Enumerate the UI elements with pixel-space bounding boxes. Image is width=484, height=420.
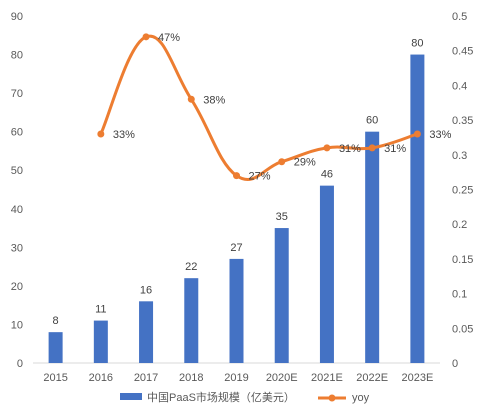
yoy-data-label: 29% bbox=[294, 157, 316, 169]
left-y-axis: 0 10 20 30 40 50 60 70 80 90 bbox=[11, 11, 23, 370]
x-axis-tick-label: 2019 bbox=[224, 372, 248, 384]
bar-data-label: 80 bbox=[411, 38, 423, 50]
bar-data-label: 8 bbox=[53, 315, 59, 327]
yoy-data-label: 38% bbox=[203, 94, 225, 106]
bar-data-label: 60 bbox=[366, 115, 378, 127]
bar bbox=[139, 301, 154, 363]
x-axis-tick-label: 2021E bbox=[311, 372, 343, 384]
x-axis-tick-label: 2020E bbox=[266, 372, 298, 384]
right-axis-tick-label: 0.3 bbox=[452, 150, 467, 162]
yoy-data-label: 31% bbox=[384, 143, 406, 155]
legend: 中国PaaS市场规模（亿美元） yoy bbox=[120, 390, 370, 404]
bar-series bbox=[48, 54, 425, 364]
right-axis-tick-label: 0.1 bbox=[452, 289, 467, 301]
bar-data-label: 16 bbox=[140, 284, 152, 296]
yoy-point bbox=[413, 130, 421, 138]
left-axis-tick-label: 50 bbox=[11, 165, 23, 177]
left-axis-tick-label: 80 bbox=[11, 50, 23, 62]
right-axis-tick-label: 0.5 bbox=[452, 11, 467, 23]
right-axis-tick-label: 0.05 bbox=[452, 323, 473, 335]
yoy-point bbox=[233, 172, 240, 180]
left-axis-tick-label: 90 bbox=[11, 11, 23, 23]
bar-data-label: 35 bbox=[276, 211, 288, 223]
bar bbox=[93, 320, 108, 363]
yoy-data-label: 47% bbox=[158, 32, 180, 44]
yoy-point bbox=[323, 144, 331, 152]
right-y-axis: 0 0.05 0.1 0.15 0.2 0.25 0.3 0.35 0.4 0.45 0.5 bbox=[452, 11, 473, 370]
left-axis-tick-label: 20 bbox=[11, 281, 23, 293]
legend-swatch-marker bbox=[328, 394, 336, 402]
right-axis-tick-label: 0.25 bbox=[452, 185, 473, 197]
line-series bbox=[97, 33, 421, 181]
bar bbox=[229, 258, 244, 363]
right-axis-tick-label: 0 bbox=[452, 358, 458, 370]
yoy-point bbox=[368, 144, 376, 152]
bar bbox=[410, 54, 425, 364]
right-axis-tick-label: 0.4 bbox=[452, 80, 467, 92]
left-axis-tick-label: 40 bbox=[11, 204, 23, 216]
yoy-point bbox=[278, 158, 286, 166]
bar bbox=[274, 228, 289, 363]
yoy-point bbox=[97, 130, 105, 138]
yoy-data-label: 31% bbox=[339, 143, 361, 155]
bar-data-label: 27 bbox=[230, 242, 242, 254]
x-axis-tick-label: 2023E bbox=[401, 372, 433, 384]
right-axis-tick-label: 0.2 bbox=[452, 219, 467, 231]
left-axis-tick-label: 60 bbox=[11, 127, 23, 139]
right-axis-tick-label: 0.35 bbox=[452, 115, 473, 127]
bar bbox=[48, 332, 63, 363]
yoy-data-label: 33% bbox=[113, 129, 135, 141]
legend-label-bar: 中国PaaS市场规模（亿美元） bbox=[147, 390, 295, 404]
bar bbox=[365, 131, 380, 363]
bar-data-label: 22 bbox=[185, 261, 197, 273]
line-data-labels: 33% 47% 38% 27% 29% 31% 31% 33% bbox=[113, 32, 452, 183]
left-axis-tick-label: 10 bbox=[11, 319, 23, 331]
x-axis-tick-label: 2018 bbox=[179, 372, 203, 384]
bar-data-labels: 8 11 16 22 27 35 46 60 80 bbox=[53, 38, 424, 328]
left-axis-tick-label: 70 bbox=[11, 88, 23, 100]
yoy-data-label: 27% bbox=[249, 171, 271, 183]
left-axis-tick-label: 0 bbox=[17, 358, 23, 370]
right-axis-tick-label: 0.15 bbox=[452, 254, 473, 266]
x-axis-tick-label: 2015 bbox=[43, 372, 67, 384]
x-axis-tick-label: 2017 bbox=[134, 372, 158, 384]
x-axis-tick-label: 2022E bbox=[356, 372, 388, 384]
yoy-data-label: 33% bbox=[429, 129, 451, 141]
legend-swatch-bar bbox=[120, 393, 142, 400]
bar-data-label: 46 bbox=[321, 169, 333, 181]
yoy-point bbox=[142, 33, 150, 41]
left-axis-tick-label: 30 bbox=[11, 242, 23, 254]
bar bbox=[319, 185, 334, 363]
yoy-point bbox=[187, 95, 195, 103]
bar-data-label: 11 bbox=[95, 304, 106, 316]
x-axis: 2015 2016 2017 2018 2019 2020E 2021E 2022E 2023E bbox=[33, 362, 440, 384]
x-axis-tick-label: 2016 bbox=[89, 372, 113, 384]
bar bbox=[184, 278, 199, 363]
legend-label-line: yoy bbox=[352, 392, 370, 404]
right-axis-tick-label: 0.45 bbox=[452, 46, 473, 58]
